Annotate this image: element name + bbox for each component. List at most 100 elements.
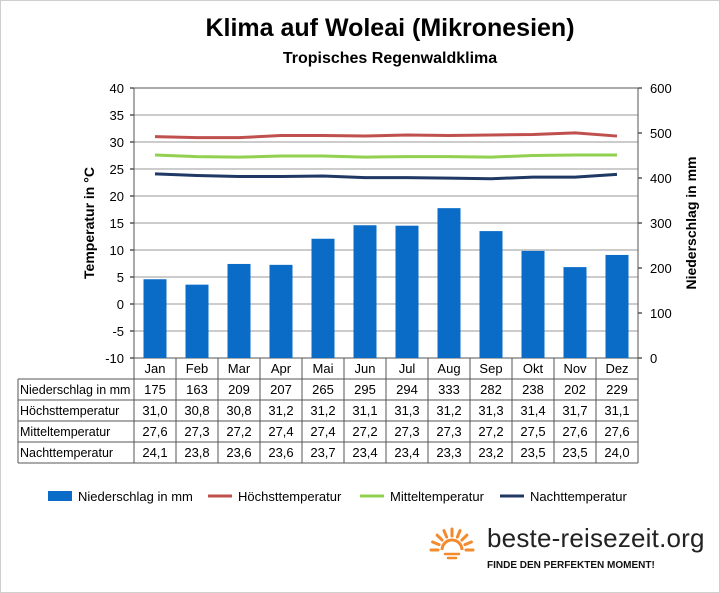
data-label: 27,4	[310, 424, 335, 439]
data-label: 207	[270, 382, 292, 397]
data-label: 31,1	[604, 403, 629, 418]
left-tick-label: 10	[110, 243, 124, 258]
bar-mar	[227, 263, 251, 358]
data-label: 23,3	[436, 445, 461, 460]
bar-aug	[437, 208, 461, 358]
data-label: 31,7	[562, 403, 587, 418]
right-tick-label: 100	[650, 306, 672, 321]
left-tick-label: 0	[117, 297, 124, 312]
sun-icon	[429, 527, 475, 560]
data-label: 202	[564, 382, 586, 397]
data-label: 30,8	[184, 403, 209, 418]
data-label: 31,2	[268, 403, 293, 418]
data-label: 265	[312, 382, 334, 397]
x-tick-label: Nov	[563, 361, 587, 376]
y-right-axis-title: Niederschlag in mm	[683, 156, 699, 289]
bar-apr	[269, 264, 293, 358]
data-label: 23,7	[310, 445, 335, 460]
left-tick-label: 35	[110, 108, 124, 123]
data-label: 295	[354, 382, 376, 397]
y-left-axis-title: Temperatur in °C	[81, 167, 97, 279]
data-label: 27,6	[562, 424, 587, 439]
data-label: 27,6	[142, 424, 167, 439]
legend-entry: Nachttemperatur	[530, 489, 627, 504]
line-mitteltemperatur	[154, 153, 617, 159]
data-label: 27,4	[268, 424, 293, 439]
x-tick-label: Sep	[479, 361, 502, 376]
data-label: 23,4	[394, 445, 419, 460]
data-label: 24,1	[142, 445, 167, 460]
data-label: 27,2	[478, 424, 503, 439]
bar-dez	[605, 254, 629, 358]
data-label: 238	[522, 382, 544, 397]
data-label: 294	[396, 382, 418, 397]
bar-mai	[311, 238, 335, 358]
line-nachttemperatur	[154, 172, 618, 181]
data-label: 163	[186, 382, 208, 397]
sun-ray	[442, 529, 449, 539]
table-row-label: Höchsttemperatur	[20, 404, 119, 418]
left-tick-label: 30	[110, 135, 124, 150]
line-höchsttemperatur	[154, 131, 618, 140]
left-tick-label: -10	[105, 351, 124, 366]
right-tick-label: 500	[650, 126, 672, 141]
legend-entry: Niederschlag in mm	[78, 489, 193, 504]
table-row-label: Nachttemperatur	[20, 446, 113, 460]
x-tick-label: Okt	[523, 361, 544, 376]
right-tick-label: 600	[650, 81, 672, 96]
data-label: 31,0	[142, 403, 167, 418]
bar-jul	[395, 225, 419, 358]
left-tick-label: 5	[117, 270, 124, 285]
data-label: 333	[438, 382, 460, 397]
right-tick-label: 300	[650, 216, 672, 231]
data-label: 23,5	[520, 445, 545, 460]
x-tick-label: Jan	[145, 361, 166, 376]
sun-ray	[460, 533, 469, 542]
bar-nov	[563, 267, 587, 358]
right-tick-label: 400	[650, 171, 672, 186]
table-row-label: Niederschlag in mm	[20, 383, 130, 397]
x-tick-label: Aug	[437, 361, 460, 376]
brand-name[interactable]: beste-reisezeit.org	[487, 523, 705, 553]
x-tick-label: Jul	[399, 361, 416, 376]
bar-jun	[353, 225, 377, 358]
data-label: 31,3	[478, 403, 503, 418]
legend-swatch-bar	[48, 491, 72, 501]
bar-okt	[521, 250, 545, 358]
x-tick-label: Feb	[186, 361, 208, 376]
left-tick-label: 15	[110, 216, 124, 231]
legend-entry: Höchsttemperatur	[238, 489, 342, 504]
right-tick-label: 200	[650, 261, 672, 276]
x-tick-label: Jun	[355, 361, 376, 376]
right-tick-label: 0	[650, 351, 657, 366]
data-label: 27,5	[520, 424, 545, 439]
data-label: 27,2	[352, 424, 377, 439]
left-tick-label: -5	[112, 324, 124, 339]
legend-entry: Mitteltemperatur	[390, 489, 485, 504]
data-label: 27,6	[604, 424, 629, 439]
sun-ray	[463, 540, 473, 547]
data-label: 31,3	[394, 403, 419, 418]
bar-feb	[185, 284, 209, 358]
left-tick-label: 40	[110, 81, 124, 96]
data-label: 23,6	[226, 445, 251, 460]
bar-sep	[479, 231, 503, 358]
chart-subtitle: Tropisches Regenwaldklima	[282, 50, 498, 67]
chart-title: Klima auf Woleai (Mikronesien)	[205, 14, 575, 42]
data-label: 31,1	[352, 403, 377, 418]
data-label: 27,2	[226, 424, 251, 439]
brand-tagline: FINDE DEN PERFEKTEN MOMENT!	[487, 560, 655, 571]
bar-jan	[143, 279, 167, 358]
x-tick-label: Mar	[228, 361, 251, 376]
left-tick-label: 25	[110, 162, 124, 177]
x-tick-label: Dez	[605, 361, 628, 376]
data-label: 23,5	[562, 445, 587, 460]
data-label: 27,3	[436, 424, 461, 439]
data-label: 30,8	[226, 403, 251, 418]
data-label: 23,4	[352, 445, 377, 460]
data-label: 27,3	[394, 424, 419, 439]
data-label: 31,2	[436, 403, 461, 418]
data-label: 31,4	[520, 403, 545, 418]
data-label: 27,3	[184, 424, 209, 439]
